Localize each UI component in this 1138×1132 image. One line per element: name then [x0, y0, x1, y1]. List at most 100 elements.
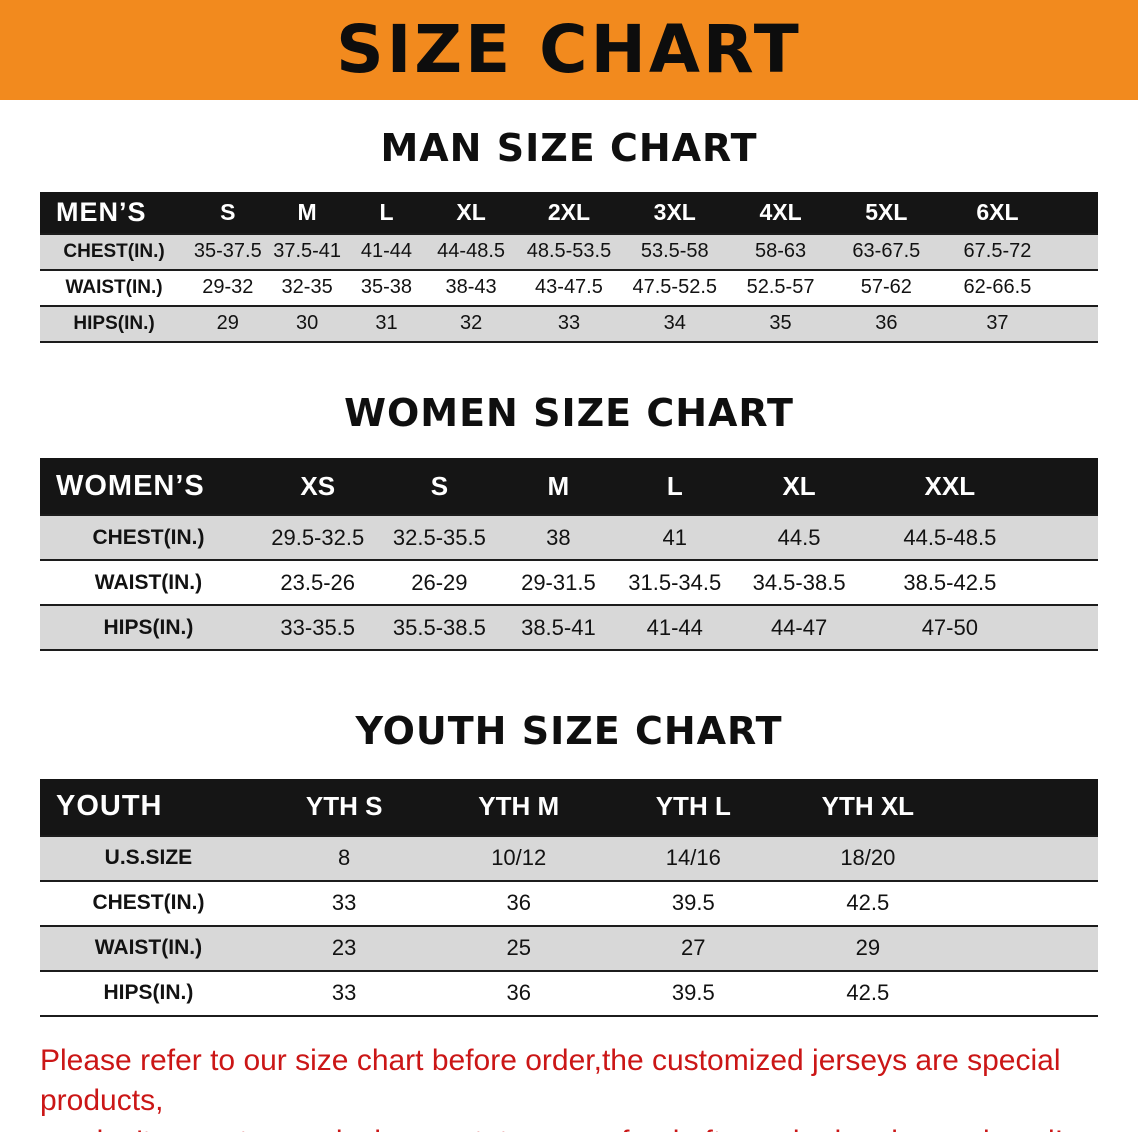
spacer-cell [1056, 306, 1098, 342]
size-value-cell: 35-38 [360, 276, 413, 299]
row-label: WAIST(IN.) [65, 276, 163, 298]
note-line-2: we don't accept cancel, change, teturn o… [40, 1122, 1108, 1132]
size-value-cell: 58-63 [754, 240, 807, 263]
men-size-col-header: XL [426, 191, 517, 234]
men-header-label: MEN’S [40, 191, 189, 234]
size-value-cell: 29-32 [202, 276, 254, 299]
size-value-cell: 23.5-26 [280, 569, 356, 595]
size-value-cell: 10/12 [491, 845, 547, 871]
spacer-cell [1034, 458, 1098, 516]
size-value-cell: 30 [296, 312, 319, 335]
size-value-cell: 53.5-58 [640, 240, 709, 263]
size-value-cell: 44-48.5 [437, 240, 506, 263]
size-value-cell: 27 [681, 935, 706, 961]
size-value-cell: 44.5-48.5 [903, 524, 997, 550]
size-value-cell: 29 [216, 312, 239, 335]
size-value-cell: 33 [331, 890, 357, 916]
spacer-cell [1034, 560, 1098, 605]
spacer-cell [955, 881, 1098, 926]
size-value-cell: 25 [506, 935, 531, 961]
youth-hips-row: HIPS(IN.) 33 36 39.5 42.5 [40, 970, 1098, 1016]
size-value-cell: 52.5-57 [746, 276, 815, 299]
women-size-table: WOMEN’S XS S M L XL XXL CHEST(IN.) 29.5-… [40, 458, 1098, 652]
size-value-cell: 43-47.5 [535, 276, 603, 299]
women-waist-row: WAIST(IN.) 23.5-26 26-29 29-31.5 31.5-34… [40, 560, 1098, 606]
size-value-cell: 34 [663, 312, 686, 335]
size-value-cell: 44.5 [777, 524, 821, 550]
youth-waist-row: WAIST(IN.) 23 25 27 29 [40, 925, 1098, 971]
row-label: CHEST(IN.) [92, 525, 205, 549]
size-value-cell: 36 [875, 312, 898, 335]
men-size-col-header: 2XL [516, 191, 622, 234]
women-size-col-header: M [500, 458, 617, 516]
spacer-cell [1056, 270, 1098, 306]
size-value-cell: 29.5-32.5 [271, 524, 365, 550]
youth-size-col-header: YTH S [256, 778, 432, 836]
size-value-cell: 57-62 [860, 276, 912, 299]
size-value-cell: 31 [375, 312, 398, 335]
size-value-cell: 33 [331, 980, 357, 1006]
men-size-col-header: 4XL [727, 191, 834, 234]
row-label: HIPS(IN.) [73, 312, 155, 334]
size-value-cell: 47.5-52.5 [632, 276, 718, 299]
men-waist-row: WAIST(IN.) 29-32 32-35 35-38 38-43 43-47… [40, 269, 1098, 306]
spacer-cell [955, 836, 1098, 881]
women-size-col-header: XL [732, 458, 866, 516]
size-value-cell: 35-37.5 [193, 240, 262, 263]
men-size-col-header: S [188, 191, 268, 234]
size-value-cell: 67.5-72 [963, 240, 1032, 263]
women-size-col-header: S [378, 458, 501, 516]
women-size-col-header: XS [256, 458, 379, 516]
spacer-cell [1055, 191, 1098, 234]
size-value-cell: 38-43 [445, 276, 497, 299]
size-value-cell: 35 [769, 312, 792, 335]
size-value-cell: 32 [459, 312, 483, 335]
size-value-cell: 26-29 [411, 569, 468, 595]
size-value-cell: 39.5 [671, 890, 715, 916]
women-chest-row: CHEST(IN.) 29.5-32.5 32.5-35.5 38 41 44.… [40, 515, 1098, 561]
men-hips-row: HIPS(IN.) 29 30 31 32 33 34 35 36 37 [40, 305, 1098, 342]
men-size-table: MEN’S S M L XL 2XL 3XL 4XL 5XL 6XL CHEST… [40, 191, 1098, 343]
women-header-label: WOMEN’S [40, 458, 257, 516]
women-size-col-header: L [616, 458, 733, 516]
size-value-cell: 36 [506, 890, 531, 916]
spacer-cell [1034, 605, 1098, 650]
size-value-cell: 32-35 [281, 276, 333, 299]
men-size-col-header: 5XL [833, 191, 940, 234]
youth-size-table: YOUTH YTH S YTH M YTH L YTH XL U.S.SIZE … [40, 778, 1098, 1017]
page-title: SIZE CHART [336, 11, 802, 88]
size-value-cell: 29 [855, 935, 881, 961]
size-value-cell: 44-47 [770, 614, 828, 640]
men-header-row: MEN’S S M L XL 2XL 3XL 4XL 5XL 6XL [40, 191, 1098, 234]
size-value-cell: 18/20 [840, 845, 896, 871]
note-line-1: Please refer to our size chart before or… [40, 1043, 1061, 1118]
size-value-cell: 33 [557, 312, 581, 335]
size-value-cell: 48.5-53.5 [526, 240, 612, 263]
men-size-col-header: 6XL [939, 191, 1056, 234]
row-label: CHEST(IN.) [92, 891, 205, 915]
men-chest-row: CHEST(IN.) 35-37.5 37.5-41 41-44 44-48.5… [40, 233, 1098, 270]
size-value-cell: 62-66.5 [963, 276, 1032, 299]
youth-chest-row: CHEST(IN.) 33 36 39.5 42.5 [40, 880, 1098, 926]
women-hips-row: HIPS(IN.) 33-35.5 35.5-38.5 38.5-41 41-4… [40, 605, 1098, 651]
women-header-row: WOMEN’S XS S M L XL XXL [40, 458, 1098, 516]
size-value-cell: 14/16 [665, 845, 721, 871]
men-size-col-header: L [346, 191, 427, 234]
spacer-cell [955, 926, 1098, 971]
size-value-cell: 33-35.5 [280, 614, 356, 640]
row-label: U.S.SIZE [104, 846, 193, 870]
spacer-cell [1034, 515, 1098, 560]
men-size-col-header: M [267, 191, 347, 234]
size-value-cell: 37 [986, 312, 1009, 335]
size-value-cell: 23 [331, 935, 357, 961]
size-value-cell: 41-44 [646, 614, 703, 640]
row-label: HIPS(IN.) [103, 615, 194, 639]
size-value-cell: 41 [662, 524, 687, 550]
men-size-col-header: 3XL [621, 191, 728, 234]
youth-chart-heading: YOUTH SIZE CHART [355, 709, 783, 754]
size-value-cell: 34.5-38.5 [752, 569, 846, 595]
row-label: WAIST(IN.) [94, 936, 203, 960]
youth-size-col-header: YTH L [606, 778, 781, 836]
youth-header-label: YOUTH [40, 778, 257, 836]
size-value-cell: 36 [506, 980, 531, 1006]
